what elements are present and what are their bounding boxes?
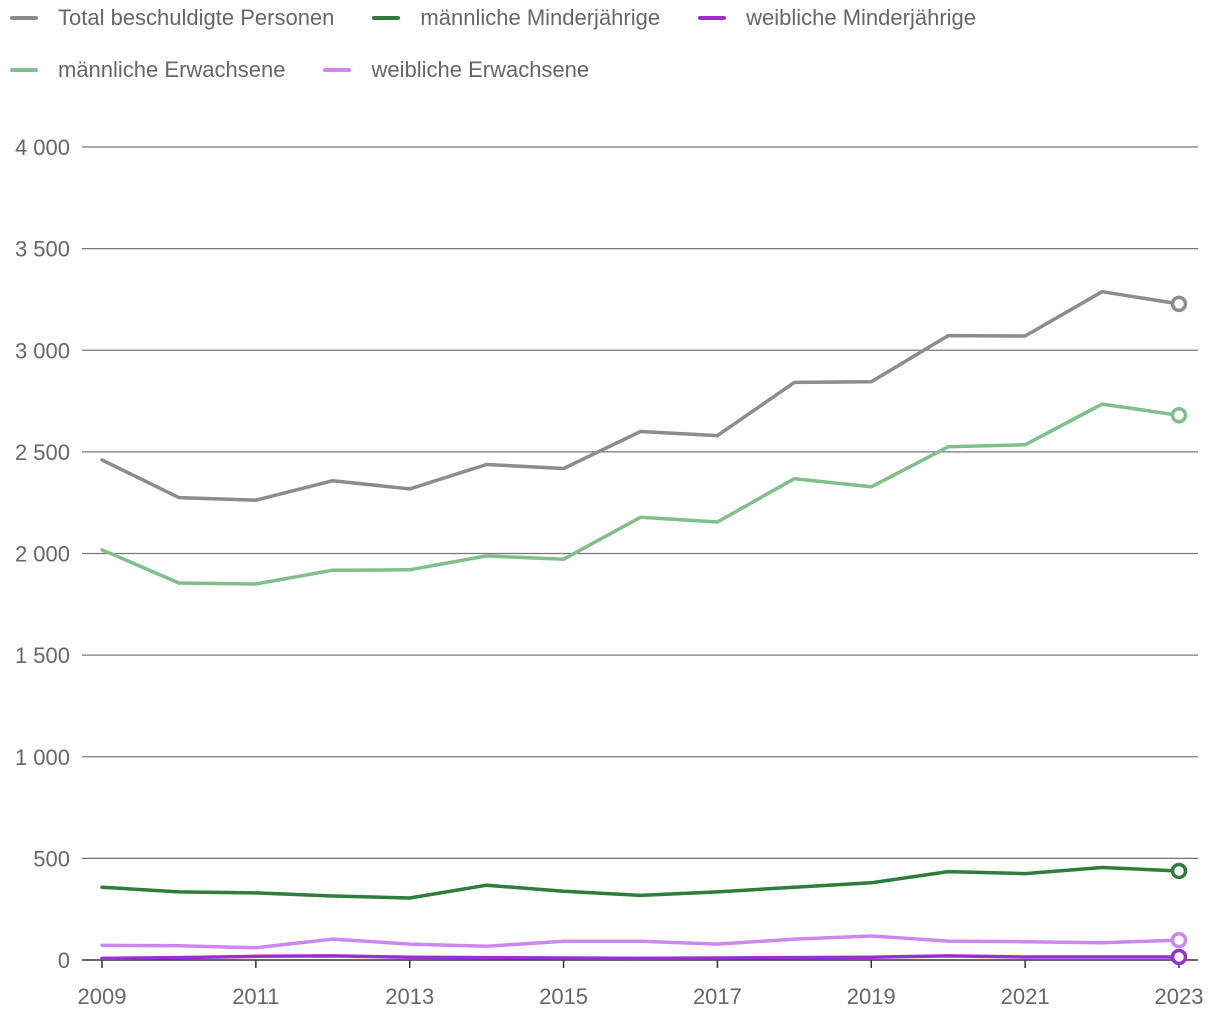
legend-label-weibliche-minderjaehrige: weibliche Minderjährige <box>746 5 977 30</box>
y-tick-label: 2 500 <box>15 440 70 465</box>
y-tick-label: 1 500 <box>15 643 70 668</box>
legend-swatch-maennliche-erwachsene <box>10 68 38 72</box>
legend-item-maennliche-minderjaehrige[interactable]: männliche Minderjährige <box>372 5 660 31</box>
x-tick-label: 2009 <box>78 984 127 1009</box>
y-tick-label: 4 000 <box>15 135 70 160</box>
legend-item-maennliche-erwachsene[interactable]: männliche Erwachsene <box>10 57 285 83</box>
legend-label-total: Total beschuldigte Personen <box>58 5 335 30</box>
legend-swatch-total <box>10 16 38 20</box>
series-endpoint-0 <box>1170 295 1188 313</box>
series-line-3 <box>100 402 1181 586</box>
series-line-2 <box>100 954 1181 961</box>
series-line-4 <box>100 934 1181 950</box>
series-line-1 <box>100 865 1181 900</box>
legend-row-2: männliche Erwachsene weibliche Erwachsen… <box>10 52 1210 88</box>
chart-legend: Total beschuldigte Personen männliche Mi… <box>10 0 1210 104</box>
series-endpoint-4 <box>1170 931 1188 949</box>
y-tick-label: 3 000 <box>15 338 70 363</box>
legend-item-total[interactable]: Total beschuldigte Personen <box>10 5 334 31</box>
y-tick-label: 3 500 <box>15 237 70 262</box>
x-tick-label: 2013 <box>385 984 434 1009</box>
series-endpoint-2 <box>1170 948 1188 966</box>
y-tick-label: 0 <box>58 948 70 973</box>
series-line-0 <box>100 289 1181 502</box>
legend-swatch-maennliche-minderjaehrige <box>372 16 401 20</box>
x-tick-label: 2021 <box>1001 984 1050 1009</box>
legend-label-maennliche-erwachsene: männliche Erwachsene <box>58 57 286 82</box>
legend-row-1: Total beschuldigte Personen männliche Mi… <box>10 0 1210 36</box>
series-endpoint-1 <box>1170 862 1188 880</box>
legend-label-maennliche-minderjaehrige: männliche Minderjährige <box>420 5 661 30</box>
y-tick-label: 1 000 <box>15 745 70 770</box>
legend-item-weibliche-erwachsene[interactable]: weibliche Erwachsene <box>323 57 589 83</box>
x-tick-label: 2011 <box>232 984 279 1009</box>
legend-item-weibliche-minderjaehrige[interactable]: weibliche Minderjährige <box>698 5 976 31</box>
y-tick-label: 500 <box>33 846 70 871</box>
x-tick-label: 2015 <box>539 984 588 1009</box>
series-endpoint-3 <box>1170 407 1188 424</box>
legend-swatch-weibliche-minderjaehrige <box>698 16 727 20</box>
x-tick-label: 2017 <box>693 984 742 1009</box>
legend-swatch-weibliche-erwachsene <box>323 68 352 72</box>
y-tick-label: 2 000 <box>15 542 70 567</box>
x-tick-label: 2023 <box>1155 984 1204 1009</box>
x-tick-label: 2019 <box>847 984 896 1009</box>
legend-label-weibliche-erwachsene: weibliche Erwachsene <box>371 57 590 82</box>
